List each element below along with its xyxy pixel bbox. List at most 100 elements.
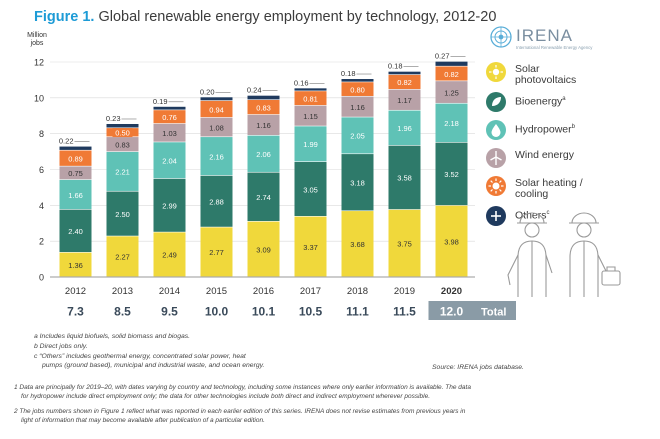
bar-segment — [59, 252, 92, 277]
bar-segment — [388, 71, 421, 75]
bar-segment — [341, 211, 374, 277]
legend-label-solar-heating: Solar heating / cooling — [515, 177, 583, 200]
data-label-others: 0.18 — [341, 69, 356, 78]
data-label-others: 0.23 — [106, 114, 121, 123]
footnote-c-line1: c “Others” includes geothermal energy, c… — [34, 353, 246, 360]
bar-segment — [294, 126, 327, 162]
bar-segment — [59, 146, 92, 150]
bar-segment — [247, 172, 280, 222]
total-label: Total — [481, 307, 506, 319]
data-label: 0.82 — [444, 70, 459, 79]
logo-tagline: International Renewable Energy Agency — [516, 45, 593, 50]
legend-item-solar-heating: Solar heating / cooling — [486, 176, 651, 206]
legend-item-bioenergy: Bioenergya — [486, 92, 651, 120]
legend-item-solar-pv: Solar photovoltaics — [486, 62, 651, 92]
note-1-line1: 1 Data are principally for 2019–20, with… — [14, 384, 471, 391]
bar-segment — [341, 79, 374, 82]
data-label: 1.96 — [397, 124, 412, 133]
legend-sup-bioenergy: a — [562, 96, 566, 102]
bar-segment — [294, 88, 327, 91]
data-label-others: 0.19 — [153, 97, 168, 106]
logo-name: IRENA — [516, 26, 573, 45]
y-tick-label: 12 — [34, 58, 44, 68]
x-tick-label: 2013 — [112, 286, 133, 297]
data-label: 0.89 — [68, 154, 83, 163]
data-label: 2.50 — [115, 210, 130, 219]
total-value: 11.5 — [393, 305, 416, 319]
bar-segment — [106, 151, 139, 191]
bar-segment — [388, 209, 421, 277]
legend-label-bioenergy-wrap: Bioenergya — [515, 94, 645, 108]
figure-title-text: Global renewable energy employment by te… — [98, 9, 497, 25]
data-label-others: 0.16 — [294, 78, 309, 87]
x-tick-label: 2012 — [65, 286, 86, 297]
bar-segment — [153, 142, 186, 179]
data-label: 0.82 — [397, 78, 412, 87]
bar-segment — [106, 236, 139, 277]
bar-segment — [435, 205, 468, 277]
data-label: 0.80 — [350, 85, 365, 94]
water-drop-icon — [486, 120, 506, 140]
data-label: 3.18 — [350, 179, 365, 188]
y-tick-label: 2 — [39, 237, 44, 247]
bar-segment — [294, 216, 327, 277]
data-label: 1.03 — [162, 129, 177, 138]
data-label: 3.37 — [303, 243, 318, 252]
data-label-box — [206, 104, 227, 114]
y-tick-label: 8 — [39, 129, 44, 139]
legend-label-others-wrap: Othersc — [515, 208, 645, 222]
legend-label-solar-pv: Solar photovoltaics — [515, 63, 577, 86]
bar-segment — [106, 123, 139, 128]
x-tick-label: 2019 — [394, 286, 415, 297]
total-value: 8.5 — [114, 305, 131, 319]
data-label-box — [394, 77, 415, 87]
data-label: 0.76 — [162, 113, 177, 122]
legend-item-wind: Wind energy — [486, 148, 651, 176]
data-label-others: 0.24 — [247, 86, 262, 95]
data-label-others: 0.27 — [435, 52, 450, 61]
data-label: 0.83 — [256, 103, 271, 112]
bar-segment — [59, 179, 92, 210]
note-2-line2: light of information that may become ava… — [21, 417, 265, 424]
bar-segment — [153, 178, 186, 232]
sun-icon — [486, 176, 506, 196]
bar-segment — [200, 117, 233, 137]
data-label: 1.36 — [68, 261, 83, 270]
data-label: 3.98 — [444, 237, 459, 246]
bar-segment — [247, 95, 280, 100]
data-label-box — [441, 69, 462, 79]
leaf-icon — [486, 92, 506, 112]
bar-segment — [294, 161, 327, 217]
note-1-line2: for hydropower include direct employment… — [21, 393, 431, 400]
data-label: 2.88 — [209, 198, 224, 207]
total-value: 12.0 — [440, 305, 464, 319]
data-label-box — [300, 93, 321, 103]
data-label: 0.50 — [115, 129, 130, 138]
bar-segment — [247, 135, 280, 172]
total-value: 7.3 — [67, 305, 84, 319]
data-label: 1.17 — [397, 96, 412, 105]
data-label-box — [159, 112, 180, 122]
data-label-others: 0.20 — [200, 87, 215, 96]
y-axis-label: Million jobs — [27, 32, 47, 47]
legend: Solar photovoltaics Bioenergya Hydropowe… — [486, 62, 651, 234]
bar-segment — [435, 81, 468, 103]
data-label-box — [347, 84, 368, 94]
data-label: 1.66 — [68, 191, 83, 200]
legend-label-hydropower: Hydropower — [515, 123, 572, 136]
x-tick-label: 2014 — [159, 286, 180, 297]
data-label: 3.09 — [256, 245, 271, 254]
data-label: 1.25 — [444, 88, 459, 97]
data-label: 1.08 — [209, 123, 224, 132]
bar-segment — [388, 145, 421, 210]
data-label: 2.18 — [444, 119, 459, 128]
legend-item-hydropower: Hydropowerb — [486, 120, 651, 148]
data-label: 2.16 — [209, 152, 224, 161]
legend-label-hydropower-wrap: Hydropowerb — [515, 122, 645, 136]
bar-segment — [106, 191, 139, 236]
bar-segment — [247, 221, 280, 277]
data-label: 0.94 — [209, 105, 224, 114]
x-tick-label: 2020 — [441, 286, 462, 297]
data-label: 0.83 — [115, 141, 130, 150]
bar-segment — [341, 117, 374, 154]
